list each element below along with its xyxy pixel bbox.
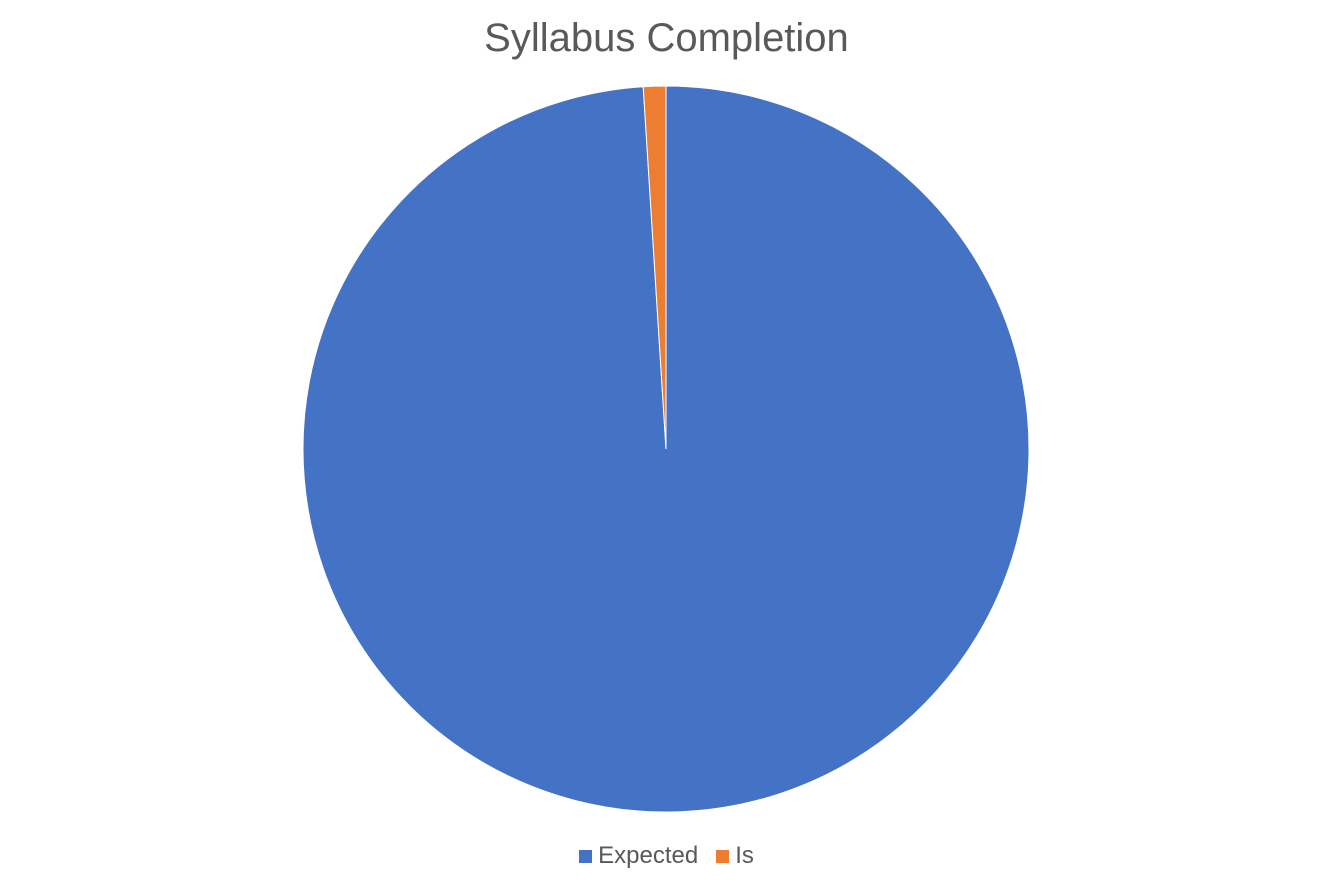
legend-item-is: Is xyxy=(716,842,754,870)
legend-label-expected: Expected xyxy=(598,842,699,869)
legend: Expected Is xyxy=(0,842,1333,870)
legend-label-is: Is xyxy=(735,842,754,869)
legend-swatch-is xyxy=(716,849,730,863)
legend-swatch-expected xyxy=(579,849,593,863)
legend-item-expected: Expected xyxy=(579,842,698,870)
chart-title: Syllabus Completion xyxy=(484,16,849,60)
pie-slice-is xyxy=(642,85,667,450)
